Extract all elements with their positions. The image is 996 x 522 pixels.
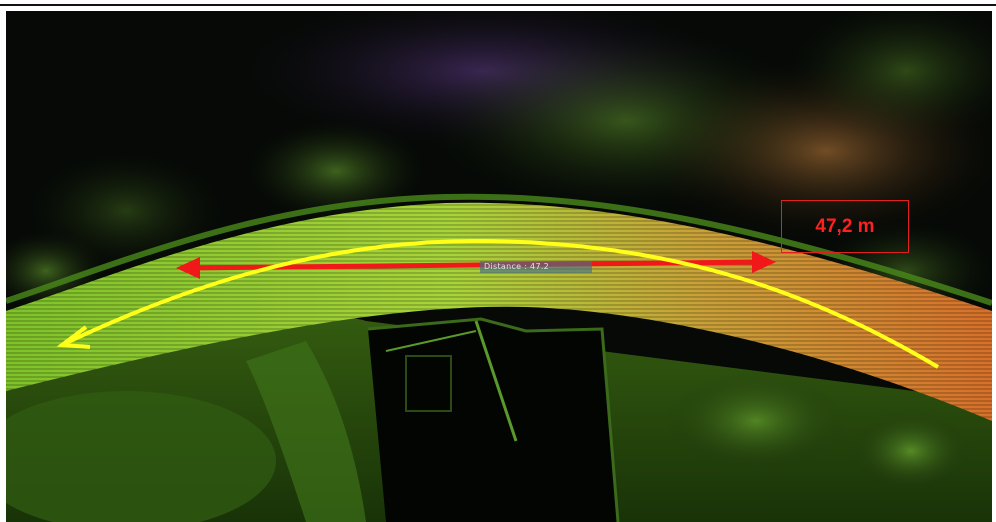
building-footprint	[367, 317, 620, 522]
lidar-point-cloud-scene: Distance : 47.2	[6, 11, 992, 522]
curved-path-arrow	[56, 238, 940, 369]
measurement-label: 47,2 m	[781, 200, 909, 253]
double-headed-arrow-icon	[176, 251, 776, 279]
point-cloud-canvas	[6, 11, 992, 522]
distance-readout: Distance : 47.2	[480, 261, 592, 273]
vegetation-canopy	[6, 11, 992, 321]
top-divider	[0, 4, 996, 6]
straight-distance-arrow	[176, 251, 776, 279]
curved-arrow-icon	[56, 238, 940, 369]
